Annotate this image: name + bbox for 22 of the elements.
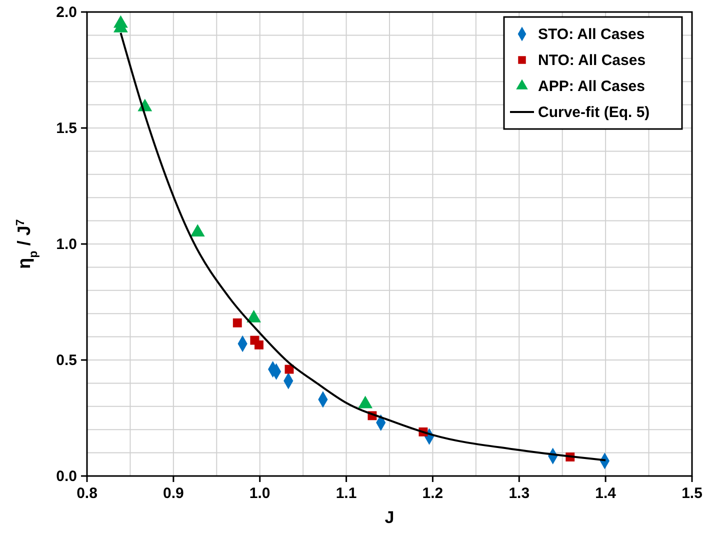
x-tick-label: 0.8 <box>76 485 98 502</box>
legend-label: APP: All Cases <box>538 78 645 95</box>
x-tick-label: 1.1 <box>336 485 357 502</box>
legend-label: Curve-fit (Eq. 5) <box>538 104 650 121</box>
x-tick-label: 1.3 <box>508 485 530 502</box>
y-tick-label: 1.5 <box>56 120 77 137</box>
y-tick-label: 1.0 <box>56 236 77 253</box>
point <box>254 340 264 350</box>
x-tick-label: 1.5 <box>682 485 702 502</box>
x-tick-label: 1.2 <box>422 485 444 502</box>
point <box>190 224 205 237</box>
x-axis-title: J <box>384 508 394 527</box>
x-tick-label: 1.0 <box>249 485 270 502</box>
y-tick-label: 2.0 <box>56 4 77 21</box>
x-tick-label: 0.9 <box>163 485 184 502</box>
y-tick-label: 0.5 <box>56 352 77 369</box>
x-tick-label: 1.4 <box>595 485 617 502</box>
y-tick-label: 0.0 <box>56 468 77 485</box>
legend-label: STO: All Cases <box>538 26 645 43</box>
point <box>232 318 242 328</box>
legend-label: NTO: All Cases <box>538 52 646 69</box>
point <box>284 364 294 374</box>
